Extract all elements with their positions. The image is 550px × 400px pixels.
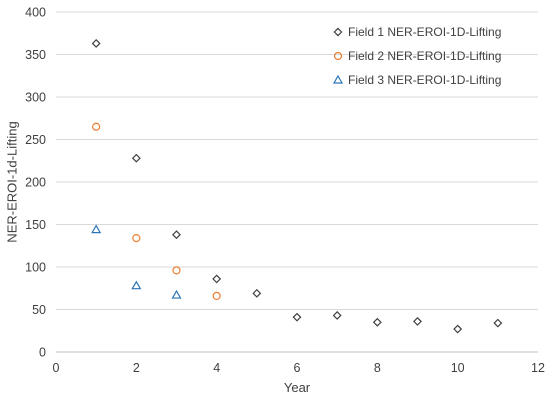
data-point: [131, 153, 141, 163]
legend-marker: [333, 51, 343, 61]
x-tick-label: 0: [53, 361, 60, 375]
x-tick-label: 8: [374, 361, 381, 375]
data-point: [332, 311, 342, 320]
data-point: [372, 317, 382, 327]
x-axis-title: Year: [284, 380, 311, 395]
data-point: [91, 224, 102, 234]
y-tick-label: 50: [32, 303, 46, 317]
y-tick-label: 0: [39, 346, 46, 360]
legend-label: Field 2 NER-EROI-1D-Lifting: [348, 49, 501, 63]
data-points: [91, 39, 503, 334]
data-point: [252, 288, 262, 298]
x-tick-label: 10: [451, 361, 465, 375]
y-tick-labels: 0 50 100 150 200 250 300 350 400: [25, 6, 46, 360]
x-tick-labels: 0 2 4 6 8 10 12: [53, 361, 545, 375]
legend-item: Field 3 NER-EROI-1D-Lifting: [332, 73, 501, 87]
data-point: [292, 312, 302, 322]
data-point: [493, 318, 503, 328]
legend-item: Field 2 NER-EROI-1D-Lifting: [333, 49, 501, 63]
x-tick-label: 2: [133, 361, 140, 375]
data-point: [413, 316, 422, 326]
x-tick-label: 6: [294, 361, 301, 375]
data-point: [131, 280, 142, 290]
y-tick-label: 250: [25, 133, 46, 147]
data-point: [453, 324, 463, 334]
data-point: [172, 266, 181, 275]
y-tick-label: 400: [25, 6, 46, 20]
y-axis-title: NER-EROI-1d-Lifting: [4, 121, 19, 242]
legend-marker: [333, 27, 343, 37]
x-tick-label: 12: [531, 361, 545, 375]
data-point: [171, 289, 182, 299]
data-point: [92, 122, 101, 131]
legend-label: Field 3 NER-EROI-1D-Lifting: [348, 73, 501, 87]
legend-label: Field 1 NER-EROI-1D-Lifting: [348, 25, 501, 39]
y-tick-label: 300: [25, 91, 46, 105]
legend-item: Field 1 NER-EROI-1D-Lifting: [333, 25, 501, 39]
series-1: [91, 39, 503, 334]
y-tick-label: 100: [25, 261, 46, 275]
series-2: [92, 122, 221, 300]
x-tick-label: 4: [213, 361, 220, 375]
data-point: [172, 230, 181, 240]
gridlines: [56, 11, 538, 310]
data-point: [212, 291, 221, 300]
legend: Field 1 NER-EROI-1D-Lifting Field 2 NER-E…: [332, 25, 501, 87]
data-point: [91, 39, 101, 48]
data-point: [132, 234, 141, 243]
data-point: [212, 274, 222, 284]
y-tick-label: 200: [25, 176, 46, 190]
series-3: [91, 224, 182, 299]
y-tick-label: 350: [25, 48, 46, 62]
y-tick-label: 150: [25, 218, 46, 232]
legend-marker: [332, 74, 344, 84]
